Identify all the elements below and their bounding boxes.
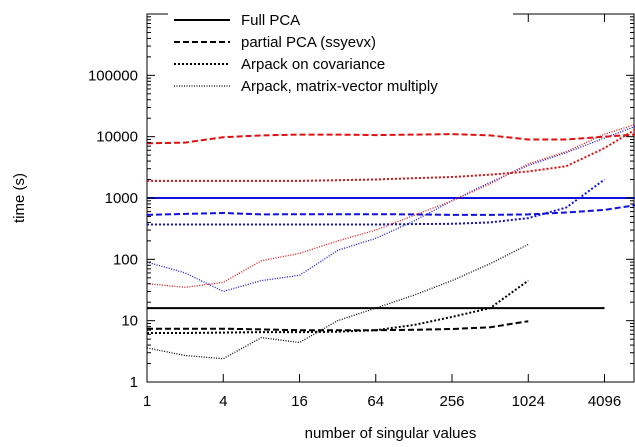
series-line-3 (146, 243, 529, 360)
legend: Full PCA partial PCA (ssyevx) Arpack on co… (168, 7, 513, 101)
x-tick-label-0: 1 (143, 393, 151, 410)
legend-label-2: Arpack on covariance (241, 56, 385, 73)
x-tick-label-4: 256 (439, 393, 464, 410)
x-tick-label-5: 1024 (512, 393, 545, 410)
y-tick-label-1: 10 (121, 313, 138, 330)
series-line-8 (146, 133, 635, 145)
x-tick-label-3: 64 (367, 393, 384, 410)
axes-layer: 1 4 16 64 256 1024 4096 1 10 100 1000 10000 100000 (88, 14, 634, 410)
y-tick-label-4: 10000 (96, 129, 138, 146)
y-tick-label-3: 1000 (105, 190, 138, 207)
legend-label-1: partial PCA (ssyevx) (241, 34, 376, 51)
series-line-6 (147, 178, 606, 226)
legend-label-3: Arpack, matrix-vector multiply (241, 78, 438, 95)
series-line-5 (146, 204, 635, 216)
series-line-10 (146, 123, 635, 288)
x-axis-label: number of singular values (305, 425, 477, 442)
x-tick-label-1: 4 (219, 393, 227, 410)
y-tick-label-2: 100 (113, 251, 138, 268)
x-tick-label-2: 16 (291, 393, 308, 410)
series-line-7 (146, 125, 635, 293)
x-tick-label-6: 4096 (588, 393, 621, 410)
y-tick-label-0: 1 (130, 374, 138, 391)
legend-background (168, 7, 513, 101)
y-tick-label-5: 100000 (88, 67, 138, 84)
series-layer (146, 123, 635, 360)
series-line-9 (147, 128, 635, 182)
series-line-2 (147, 279, 529, 334)
y-axis-label: time (s) (11, 173, 28, 223)
legend-label-0: Full PCA (241, 12, 300, 29)
series-line-1 (147, 320, 529, 332)
